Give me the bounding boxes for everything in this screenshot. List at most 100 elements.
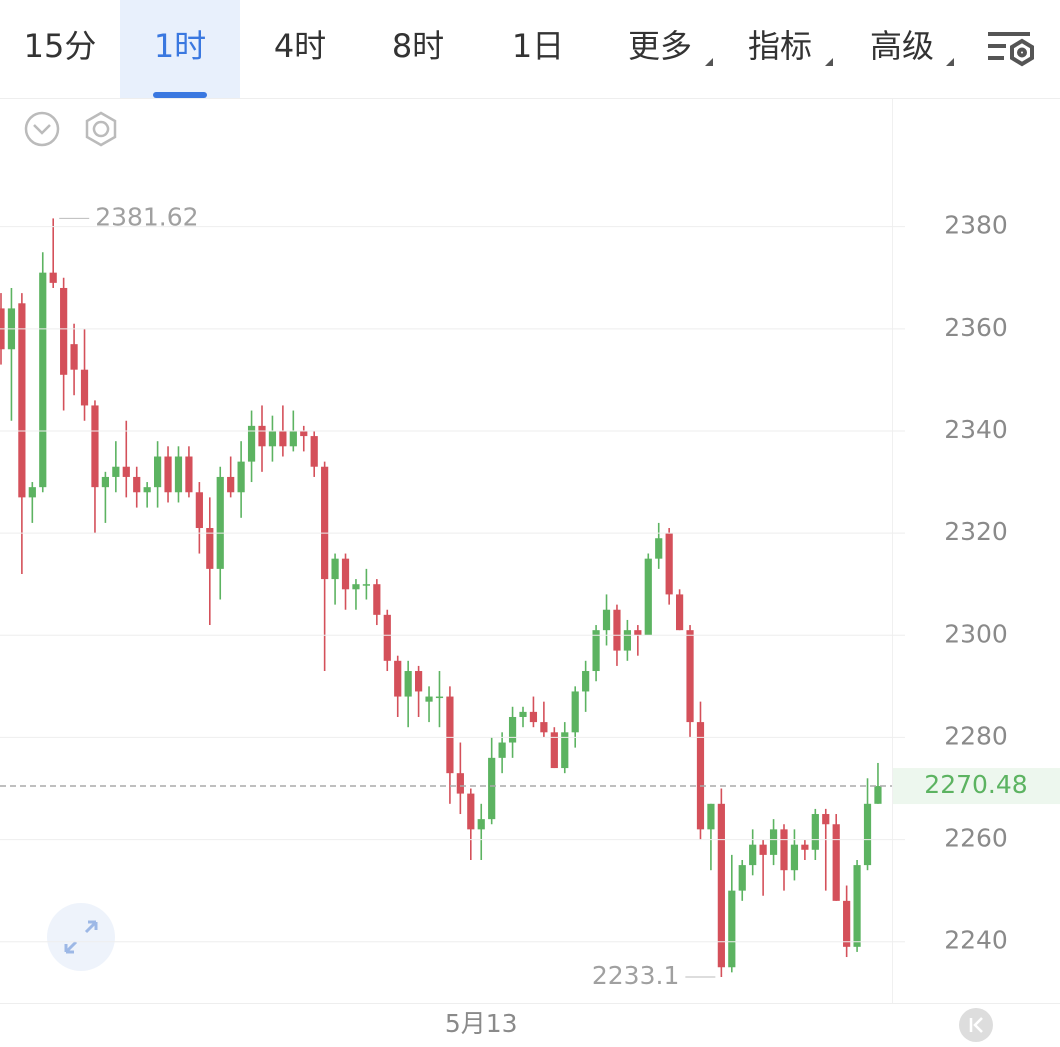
settings-hex-icon[interactable] [85,111,117,147]
y-tick-label: 2300 [944,619,1008,648]
candle-body [561,732,569,769]
tab[interactable]: 高级 [870,27,934,65]
candle-body [425,696,433,702]
candle-body [446,696,454,774]
tab[interactable]: 1时 [154,27,206,65]
max-label: 2381.62 [95,202,198,231]
dropdown-arrows [705,58,954,66]
candle-body [268,430,277,447]
candle-body [602,609,611,631]
candle-body [540,722,548,733]
candle-body [832,824,840,901]
candle-body [300,430,308,437]
min-label: 2233.1 [592,961,679,990]
candle-body [749,844,757,866]
candle-body [143,487,151,493]
candle-body [655,538,663,559]
candle-body [707,803,715,830]
candle-body [352,584,360,590]
candle-body [39,272,47,488]
candle-body [717,803,725,968]
candle-body [488,757,496,820]
candle-body [70,344,78,370]
candle-body [18,303,26,498]
candle-body [216,476,224,569]
candle-body [582,671,590,692]
active-tab-underline [153,92,207,98]
candle-body [456,773,464,794]
candle-body [404,671,412,697]
settings-icon[interactable] [988,32,1034,67]
candle-body [341,558,350,590]
candle-body [415,671,423,692]
candle-body [258,425,266,447]
candle-body [206,528,214,569]
candle-body [811,814,819,850]
candle-body [133,476,141,493]
y-tick-label: 2320 [944,517,1008,546]
candle-body [154,456,162,488]
candle-body [665,533,673,595]
candle-body [613,609,621,651]
y-tick-label: 2240 [944,926,1008,955]
collapse-icon[interactable] [24,111,60,147]
candle-body [623,630,631,651]
active-tab-bg [120,0,240,98]
candle-body [80,369,89,406]
y-tick-label: 2360 [944,313,1008,342]
candle-body [853,865,861,947]
tab[interactable]: 4时 [274,27,326,65]
candle-body [373,584,381,615]
candle-body [467,793,475,830]
candle-body [874,786,882,804]
candle-body [790,844,799,871]
candle-body [686,630,694,723]
candle-body [696,722,705,830]
candle-body [49,272,57,283]
candle-body [843,900,851,947]
candle-body [571,691,579,733]
candle-body [383,614,391,661]
candle-body [101,476,109,488]
candle-body [164,456,172,493]
candle-body [477,819,485,830]
candle-body [592,630,600,672]
candle-body [195,492,203,529]
y-tick-label: 2380 [944,211,1008,240]
candle-body [822,814,830,825]
y-tick-label: 2280 [944,721,1008,750]
candle-body [227,476,235,493]
fullscreen-button[interactable] [47,903,115,971]
y-tick-label: 2340 [944,415,1008,444]
tab[interactable]: 15分 [24,27,97,65]
tab[interactable]: 指标 [748,27,812,65]
candle-body [676,594,684,631]
candle-body [122,466,130,477]
last-price-label: 2270.48 [924,770,1027,799]
candle-body [728,890,736,968]
candle-body [289,430,297,447]
candle-body [331,558,339,580]
candle-body [279,430,287,447]
candle-body [508,716,517,743]
scroll-latest-button[interactable] [959,1008,993,1042]
candle-body [60,287,68,375]
candle-body [394,660,402,697]
candle-body [550,732,558,769]
candle-body [112,466,120,477]
candle-body [801,844,809,850]
candle-body [738,865,746,891]
candle-body [435,696,444,699]
candle-body [863,803,872,866]
candle-body [247,425,256,462]
tab[interactable]: 更多 [628,27,692,65]
candle-body [634,630,642,636]
candle-body [185,456,193,493]
candle-body [91,405,99,488]
candle-body [759,844,767,855]
x-tick-label: 5月13 [445,1009,518,1038]
tab[interactable]: 8时 [392,27,444,65]
tab[interactable]: 1日 [512,27,564,65]
